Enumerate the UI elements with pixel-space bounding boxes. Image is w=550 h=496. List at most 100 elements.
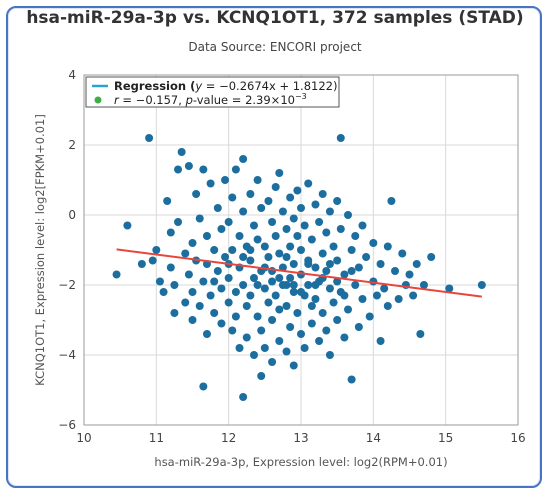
scatter-point — [174, 165, 183, 174]
y-tick-label: 4 — [68, 68, 76, 82]
scatter-point — [380, 284, 389, 293]
scatter-point — [329, 242, 338, 251]
scatter-point — [311, 200, 320, 209]
scatter-point — [383, 242, 392, 251]
x-tick-label: 13 — [293, 431, 308, 445]
data-points — [112, 134, 486, 401]
scatter-point — [304, 260, 313, 268]
scatter-point — [409, 291, 418, 300]
scatter-point — [249, 274, 258, 282]
scatter-point — [304, 179, 313, 188]
scatter-point — [275, 169, 284, 177]
scatter-point — [159, 288, 168, 296]
scatter-point — [112, 270, 121, 279]
scatter-point — [394, 295, 403, 303]
scatter-point — [268, 277, 277, 286]
scatter-point — [188, 288, 197, 296]
scatter-point — [391, 267, 400, 275]
scatter-point — [202, 330, 211, 338]
scatter-point — [354, 323, 363, 331]
scatter-point — [264, 253, 273, 261]
scatter-point — [224, 298, 233, 307]
scatter-point — [217, 319, 226, 328]
scatter-point — [181, 298, 190, 307]
scatter-point — [148, 256, 157, 265]
scatter-point — [383, 302, 392, 310]
scatter-point — [260, 284, 269, 293]
y-tick-label: 2 — [68, 138, 76, 152]
scatter-point — [369, 239, 378, 247]
scatter-point — [166, 228, 175, 237]
scatter-point — [170, 309, 179, 317]
scatter-point — [228, 246, 237, 254]
scatter-point — [275, 305, 284, 314]
scatter-point — [249, 351, 258, 359]
legend: Regression (y = −0.2674x + 1.8122) r = −… — [85, 76, 340, 108]
scatter-point — [177, 148, 186, 156]
scatter-point — [152, 246, 161, 254]
scatter-point — [325, 260, 334, 268]
scatter-point — [358, 295, 367, 303]
scatter-point — [210, 277, 219, 286]
scatter-point — [278, 207, 287, 216]
scatter-point — [311, 281, 320, 289]
scatter-point — [322, 267, 331, 275]
scatter-point — [260, 242, 269, 251]
scatter-point — [268, 218, 277, 226]
scatter-point — [192, 190, 201, 198]
scatter-point — [213, 204, 222, 212]
scatter-point — [188, 316, 197, 324]
scatter-point — [318, 190, 327, 198]
scatter-point — [231, 312, 240, 321]
scatter-point — [264, 197, 273, 205]
scatter-point — [188, 239, 197, 247]
scatter-point — [297, 246, 305, 254]
scatter-point — [210, 246, 219, 254]
regression-line — [116, 248, 482, 298]
scatter-point — [297, 204, 305, 212]
scatter-point — [217, 284, 226, 293]
x-tick-label: 14 — [366, 431, 381, 445]
scatter-point — [275, 249, 284, 258]
scatter-point — [318, 309, 327, 317]
scatter-point — [297, 288, 305, 296]
scatter-point — [235, 232, 244, 240]
scatter-point — [224, 218, 233, 226]
scatter-point — [199, 277, 208, 286]
y-axis-label: KCNQ1OT1, Expression level: log2[FPKM+0.… — [33, 114, 47, 386]
plot-border — [83, 74, 519, 426]
scatter-point — [340, 291, 349, 300]
scatter-point — [322, 228, 331, 237]
legend-regression-text: Regression (y = −0.2674x + 1.8122) — [114, 79, 337, 93]
scatter-point — [278, 263, 287, 272]
scatter-point — [333, 316, 342, 324]
scatter-point — [344, 305, 353, 314]
scatter-point — [325, 207, 334, 216]
scatter-point — [260, 344, 269, 352]
scatter-point — [289, 214, 298, 223]
scatter-point — [224, 274, 233, 282]
scatter-point — [235, 344, 244, 352]
scatter-point — [315, 218, 324, 226]
scatter-point — [181, 249, 190, 258]
scatter-point — [362, 253, 371, 261]
scatter-point — [293, 186, 302, 195]
scatter-point — [358, 221, 367, 230]
scatter-point — [329, 298, 338, 307]
x-tick-label: 12 — [221, 431, 236, 445]
scatter-point — [253, 281, 262, 289]
scatter-point — [282, 347, 291, 356]
scatter-point — [257, 372, 266, 380]
scatter-point — [354, 263, 363, 272]
y-tick-label: −4 — [58, 348, 76, 362]
scatter-point — [344, 211, 353, 219]
scatter-point — [195, 302, 204, 310]
scatter-point — [206, 179, 215, 188]
scatter-point — [347, 246, 356, 254]
scatter-point — [239, 281, 248, 289]
legend-correlation-text: r = −0.157, p-value = 2.39×10−3 — [114, 92, 307, 107]
chart-title: hsa-miR-29a-3p vs. KCNQ1OT1, 372 samples… — [26, 8, 524, 28]
x-tick-label: 10 — [76, 431, 91, 445]
scatter-point — [253, 176, 262, 184]
